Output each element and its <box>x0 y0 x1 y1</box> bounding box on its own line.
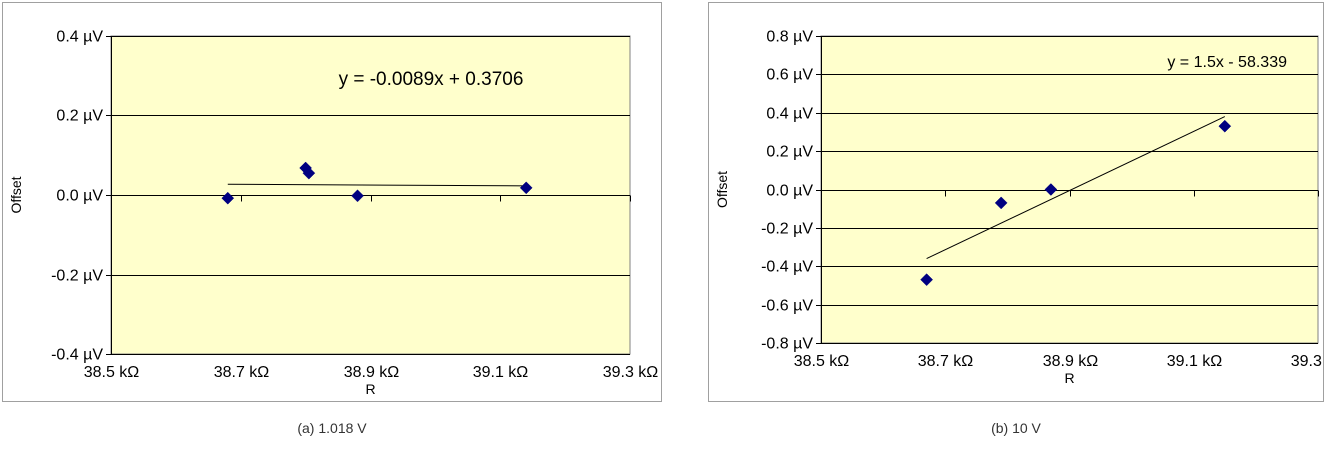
chart-b-y-tick-label: -0.4 µV <box>761 259 813 276</box>
chart-b-plot-area <box>820 35 1319 344</box>
chart-b-y-tick-label: 0.0 µV <box>766 183 813 200</box>
chart-a-y-tick-label: -0.4 µV <box>51 347 103 364</box>
chart-a-svg: -0.4 µV -0.2 µV 0.0 µV 0.2 µV 0.4 µV 38.5 kΩ 3… <box>8 29 659 398</box>
chart-panel-a: -0.4 µV -0.2 µV 0.0 µV 0.2 µV 0.4 µV 38.5 kΩ 3… <box>2 2 662 402</box>
chart-b-equation-background <box>1123 52 1293 73</box>
chart-b-data-point <box>994 196 1008 210</box>
chart-b-x-tick-label: 38.9 kΩ <box>1043 353 1099 370</box>
caption-a: (a) 1.018 V <box>297 420 367 436</box>
chart-a-y-tick-label: 0.2 µV <box>56 108 103 125</box>
chart-a-trendline-equation: y = -0.0089x + 0.3706 <box>339 69 524 90</box>
chart-a-x-tick-label: 39.1 kΩ <box>473 364 529 381</box>
chart-a-trendline <box>227 183 527 187</box>
chart-a-y-tick-label: 0.4 µV <box>56 29 103 46</box>
chart-b-y-tick-label: 0.8 µV <box>766 29 813 46</box>
chart-b-y-tick-label: -0.8 µV <box>761 336 813 353</box>
chart-b-y-tick-label: 0.2 µV <box>766 144 813 161</box>
chart-b-trendline <box>926 116 1226 260</box>
chart-b-trendline-equation: y = 1.5x - 58.339 <box>1167 54 1287 71</box>
chart-a-y-tick-label: -0.2 µV <box>51 268 103 285</box>
chart-b-y-tick-label: 0.4 µV <box>766 106 813 123</box>
chart-a-x-axis-title: R <box>365 381 375 397</box>
chart-panel-b: -0.8 µV -0.6 µV -0.4 µV -0.2 µV 0.0 µV 0.2 µV… <box>708 2 1325 402</box>
chart-b-x-tick-label: 38.7 kΩ <box>918 353 974 370</box>
chart-a-x-tick-label: 38.5 kΩ <box>84 364 140 381</box>
chart-a-y-axis-title: Offset <box>8 176 24 213</box>
chart-b-x-tick-label: 39.3 kΩ <box>1291 353 1323 370</box>
chart-b-data-point <box>920 273 933 287</box>
chart-a-x-tick-label: 39.3 kΩ <box>603 364 659 381</box>
chart-a-y-tick-label: 0.0 µV <box>56 188 103 205</box>
chart-b-y-tick-label: 0.6 µV <box>766 67 813 84</box>
chart-b-y-tick-label: -0.2 µV <box>761 221 813 238</box>
chart-b-x-tick-label: 38.5 kΩ <box>794 353 850 370</box>
chart-b-y-tick-label: -0.6 µV <box>761 298 813 315</box>
chart-b-x-tick-label: 39.1 kΩ <box>1167 353 1223 370</box>
chart-b-x-axis-title: R <box>1064 370 1074 386</box>
chart-a-x-tick-label: 38.9 kΩ <box>344 364 400 381</box>
chart-b-data-point <box>1218 119 1232 133</box>
chart-b-svg: -0.8 µV -0.6 µV -0.4 µV -0.2 µV 0.0 µV 0.2 µV… <box>714 29 1325 387</box>
chart-b-data-point <box>1044 183 1058 196</box>
chart-a-data-point <box>519 181 533 195</box>
chart-a-data-point <box>351 189 364 203</box>
chart-a-x-tick-label: 38.7 kΩ <box>214 364 270 381</box>
caption-b: (b) 10 V <box>991 420 1041 436</box>
chart-b-y-axis-title: Offset <box>714 171 730 208</box>
chart-a-data-point <box>221 191 235 205</box>
chart-a-data-point <box>302 166 316 180</box>
